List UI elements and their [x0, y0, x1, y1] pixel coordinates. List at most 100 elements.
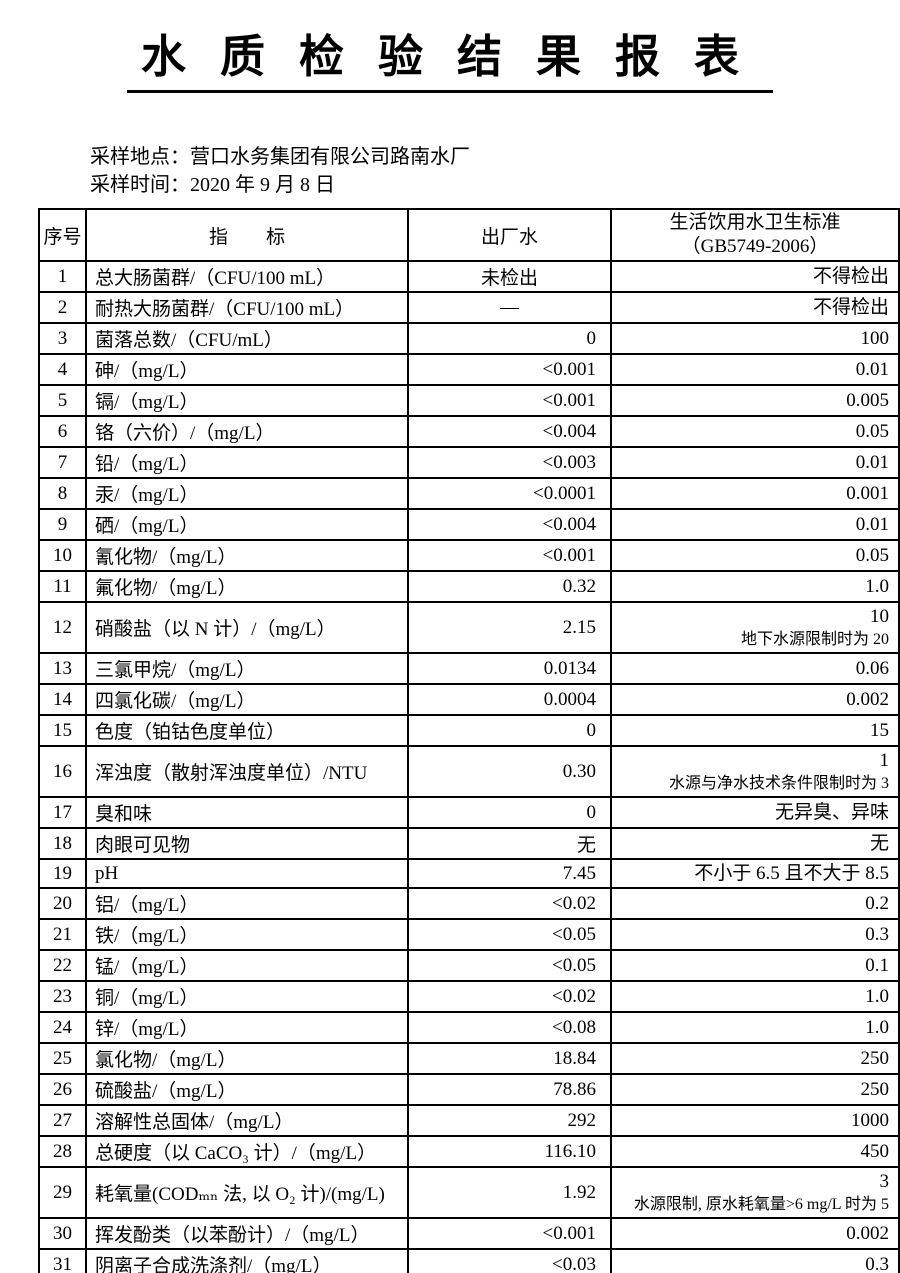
indicator-cell: 耐热大肠菌群/（CFU/100 mL）: [85, 291, 409, 324]
standard-value: 不得检出: [812, 297, 889, 318]
sample-time-line: 采样时间：2020 年 9 月 8 日: [90, 174, 335, 196]
result-cell: <0.001: [407, 384, 612, 417]
indicator-cell: 氰化物/（mg/L）: [85, 539, 409, 572]
indicator-cell: 溶解性总固体/（mg/L）: [85, 1104, 409, 1137]
result-cell: <0.003: [407, 446, 612, 479]
standard-value: 1.0: [865, 986, 889, 1007]
standard-cell: 0.002: [610, 1217, 900, 1250]
standard-value: 450: [860, 1141, 890, 1162]
standard-cell: 250: [610, 1073, 900, 1106]
standard-value: 0.1: [865, 955, 889, 976]
standard-value: 0.06: [855, 658, 889, 679]
row-number: 11: [38, 570, 87, 603]
indicator-cell: 铅/（mg/L）: [85, 446, 409, 479]
result-cell: <0.03: [407, 1248, 612, 1273]
table-row: 21 铁/（mg/L） <0.05 0.3: [38, 918, 900, 951]
indicator-cell: 臭和味: [85, 796, 409, 829]
header-row: 序号 指 标 出厂水 生活饮用水卫生标准 （GB5749-2006）: [38, 208, 900, 262]
indicator-cell: 四氯化碳/（mg/L）: [85, 683, 409, 716]
standard-cell: 0.06: [610, 652, 900, 685]
standard-cell: 450: [610, 1135, 900, 1168]
standard-cell: 0.05: [610, 539, 900, 572]
row-number: 23: [38, 980, 87, 1013]
indicator-cell: 氯化物/（mg/L）: [85, 1042, 409, 1075]
page-title: 水质检验结果报表: [126, 20, 773, 93]
standard-cell: 0.002: [610, 683, 900, 716]
table-row: 26 硫酸盐/（mg/L） 78.86 250: [38, 1073, 900, 1106]
standard-cell: 15: [610, 714, 900, 747]
row-number: 26: [38, 1073, 87, 1106]
table-row: 4 砷/（mg/L） <0.001 0.01: [38, 353, 900, 386]
standard-cell: 不小于 6.5 且不大于 8.5: [610, 858, 900, 889]
result-cell: <0.08: [407, 1011, 612, 1044]
standard-value: 0.05: [855, 545, 889, 566]
standard-note: 水源限制, 原水耗氧量>6 mg/L 时为 5: [633, 1196, 889, 1213]
indicator-cell: 总硬度（以 CaCO₃ 计）/（mg/L）: [85, 1135, 409, 1168]
standard-cell: 不得检出: [610, 291, 900, 324]
standard-value: 3: [879, 1171, 890, 1192]
standard-value: 0.3: [865, 1254, 889, 1273]
row-number: 1: [38, 260, 87, 293]
result-cell: 1.92: [407, 1166, 612, 1219]
indicator-cell: 锌/（mg/L）: [85, 1011, 409, 1044]
result-cell: <0.02: [407, 887, 612, 920]
standard-cell: 无: [610, 827, 900, 860]
header-standard-line1: 生活饮用水卫生标准: [669, 212, 841, 233]
row-number: 16: [38, 745, 87, 798]
row-number: 12: [38, 601, 87, 654]
indicator-cell: 硒/（mg/L）: [85, 508, 409, 541]
table-row: 28 总硬度（以 CaCO₃ 计）/（mg/L） 116.10 450: [38, 1135, 900, 1168]
table-row: 20 铝/（mg/L） <0.02 0.2: [38, 887, 900, 920]
standard-value: 无异臭、异味: [774, 802, 889, 823]
standard-cell: 0.005: [610, 384, 900, 417]
row-number: 21: [38, 918, 87, 951]
standard-cell: 0.2: [610, 887, 900, 920]
standard-cell: 10 地下水源限制时为 20: [610, 601, 900, 654]
table-row: 18 肉眼可见物无无: [38, 827, 900, 860]
standard-value: 0.002: [846, 689, 889, 710]
standard-value: 不小于 6.5 且不大于 8.5: [694, 863, 889, 884]
result-cell: <0.001: [407, 1217, 612, 1250]
row-number: 24: [38, 1011, 87, 1044]
table-row: 16 浑浊度（散射浑浊度单位）/NTU 0.30 1 水源与净水技术条件限制时为 3: [38, 745, 900, 798]
row-number: 20: [38, 887, 87, 920]
standard-cell: 250: [610, 1042, 900, 1075]
result-cell: 292: [407, 1104, 612, 1137]
table-row: 15 色度（铂钴色度单位） 0 15: [38, 714, 900, 747]
table-row: 1 总大肠菌群/（CFU/100 mL） 未检出 不得检出: [38, 260, 900, 293]
standard-value: 0.002: [846, 1223, 889, 1244]
standard-value: 100: [860, 328, 890, 349]
standard-value: 0.01: [855, 359, 889, 380]
standard-value: 0.05: [855, 421, 889, 442]
standard-cell: 0.05: [610, 415, 900, 448]
standard-cell: 无异臭、异味: [610, 796, 900, 829]
standard-value: 1.0: [865, 1017, 889, 1038]
result-cell: 0.30: [407, 745, 612, 798]
results-table: 序号 指 标 出厂水 生活饮用水卫生标准 （GB5749-2006） 1 总大肠菌…: [38, 208, 900, 1273]
standard-cell: 0.001: [610, 477, 900, 510]
header-result: 出厂水: [407, 208, 612, 262]
indicator-cell: 铜/（mg/L）: [85, 980, 409, 1013]
result-cell: <0.05: [407, 949, 612, 982]
indicator-cell: 汞/（mg/L）: [85, 477, 409, 510]
standard-cell: 不得检出: [610, 260, 900, 293]
table-row: 11 氟化物/（mg/L） 0.32 1.0: [38, 570, 900, 603]
indicator-cell: 铁/（mg/L）: [85, 918, 409, 951]
indicator-cell: 砷/（mg/L）: [85, 353, 409, 386]
table-row: 13 三氯甲烷/（mg/L） 0.0134 0.06: [38, 652, 900, 685]
result-cell: 0.0134: [407, 652, 612, 685]
row-number: 27: [38, 1104, 87, 1137]
standard-note: 地下水源限制时为 20: [740, 631, 889, 648]
result-cell: 7.45: [407, 858, 612, 889]
indicator-cell: 镉/（mg/L）: [85, 384, 409, 417]
row-number: 19: [38, 858, 87, 889]
indicator-cell: 菌落总数/（CFU/mL）: [85, 322, 409, 355]
indicator-cell: 挥发酚类（以苯酚计）/（mg/L）: [85, 1217, 409, 1250]
header-indicator: 指 标: [85, 208, 409, 262]
row-number: 15: [38, 714, 87, 747]
table-row: 24 锌/（mg/L） <0.08 1.0: [38, 1011, 900, 1044]
result-cell: 未检出: [407, 260, 612, 293]
standard-cell: 0.01: [610, 446, 900, 479]
table-row: 8 汞/（mg/L） <0.0001 0.001: [38, 477, 900, 510]
